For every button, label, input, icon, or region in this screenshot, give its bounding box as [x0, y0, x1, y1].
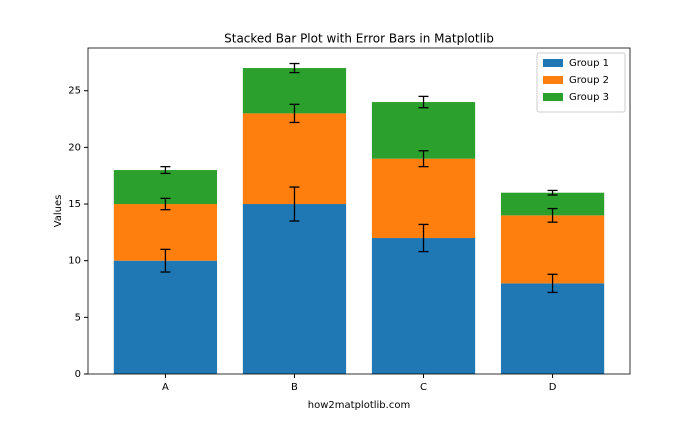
x-axis-label: how2matplotlib.com	[308, 400, 410, 411]
bar-segment	[500, 215, 605, 284]
error-bar	[418, 223, 429, 253]
bar-segment	[371, 102, 476, 159]
error-bar	[418, 95, 429, 109]
legend-swatch	[543, 59, 563, 67]
x-tick-label: B	[291, 382, 298, 393]
error-bar	[547, 189, 558, 196]
y-tick-label: 0	[75, 369, 81, 380]
y-tick-label: 25	[68, 86, 81, 97]
legend-label: Group 3	[569, 92, 609, 103]
plot-frame	[87, 47, 631, 375]
bar-segment	[500, 192, 605, 216]
bar-segment	[500, 283, 605, 374]
bar-segment	[113, 260, 218, 374]
x-tick-label: C	[420, 382, 427, 393]
bar-segment	[371, 238, 476, 374]
y-tick-label: 15	[68, 199, 81, 210]
error-bar	[289, 103, 300, 124]
legend-swatch	[543, 76, 563, 84]
error-bar	[547, 273, 558, 294]
y-tick-label: 20	[68, 142, 81, 153]
x-tick-label: A	[162, 382, 169, 393]
error-bar	[289, 186, 300, 222]
bar-segment	[242, 204, 347, 374]
error-bar	[547, 207, 558, 223]
chart-title: Stacked Bar Plot with Error Bars in Matp…	[224, 32, 494, 46]
error-bar	[289, 62, 300, 74]
y-tick-label: 5	[75, 312, 81, 323]
x-tick-label: D	[549, 382, 557, 393]
error-bar	[160, 165, 171, 175]
error-bar	[418, 150, 429, 168]
legend-swatch	[543, 93, 563, 101]
error-bar	[160, 248, 171, 273]
error-bar	[160, 197, 171, 211]
y-tick-label: 10	[68, 256, 81, 267]
y-axis-label: Values	[53, 195, 64, 228]
legend-label: Group 2	[569, 75, 609, 86]
legend-label: Group 1	[569, 58, 609, 69]
